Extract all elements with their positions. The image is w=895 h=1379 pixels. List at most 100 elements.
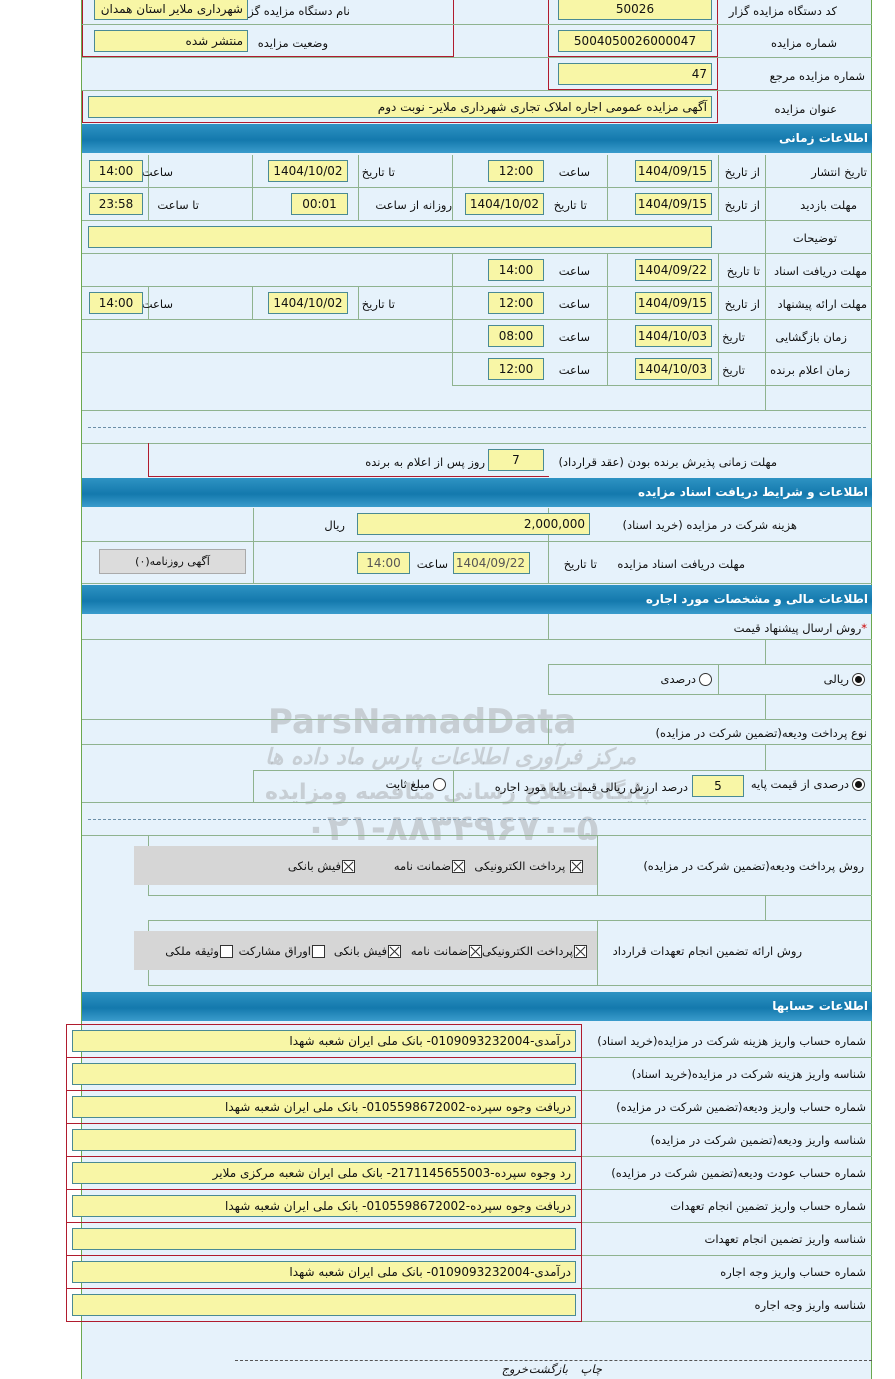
winner-label: زمان اعلام برنده: [770, 363, 850, 377]
title-label: عنوان مزایده: [774, 102, 837, 116]
deposit-percent-label: درصدی از قیمت پایه: [750, 777, 849, 791]
watermark-phone: ۰۲۱-۸۸۳۴۹۶۷۰-۵: [305, 808, 599, 849]
price-option-rial-radio[interactable]: [852, 673, 865, 686]
visit-from-date[interactable]: 1404/09/15: [635, 193, 712, 215]
visit-daily-to[interactable]: 23:58: [89, 193, 143, 215]
opening-time[interactable]: 08:00: [488, 325, 544, 347]
deposit-method-electronic: پرداخت الکترونیکی: [474, 858, 583, 874]
cell-border: [548, 0, 718, 57]
price-method-label: *روش ارسال پیشنهاد قیمت: [733, 621, 867, 635]
to-hour-label: تا ساعت: [157, 198, 199, 212]
newspaper-ad-button[interactable]: آگهی روزنامه(۰): [99, 549, 246, 574]
account-row-label: شماره حساب واریز هزینه شرکت در مزایده(خر…: [597, 1034, 866, 1048]
title-field[interactable]: آگهی مزایده عمومی اجاره املاک تجاری شهرد…: [88, 96, 712, 118]
checkbox-icon[interactable]: [452, 860, 465, 873]
accept-days-field[interactable]: 7: [488, 449, 544, 471]
account-row-field[interactable]: دریافت وجوه سپرده-0105598672002- بانک مل…: [72, 1096, 576, 1118]
separator: [88, 427, 866, 428]
docs-deadline-time: 14:00: [357, 552, 410, 574]
account-row-field[interactable]: درآمدی-0109093232004- بانک ملی ایران شعب…: [72, 1030, 576, 1052]
print-link[interactable]: چاپ: [580, 1362, 602, 1376]
opening-date[interactable]: 1404/10/03: [635, 325, 712, 347]
price-option-percent-label: درصدی: [660, 672, 696, 686]
docs-to-date[interactable]: 1404/09/22: [635, 259, 712, 281]
org-code-field[interactable]: 50026: [558, 0, 712, 20]
offer-from-date[interactable]: 1404/09/15: [635, 292, 712, 314]
checkbox-icon[interactable]: [469, 945, 482, 958]
account-row-field[interactable]: درآمدی-0109093232004- بانک ملی ایران شعب…: [72, 1261, 576, 1283]
publish-from-date[interactable]: 1404/09/15: [635, 160, 712, 182]
account-row-field[interactable]: [72, 1129, 576, 1151]
visit-daily-from[interactable]: 00:01: [291, 193, 348, 215]
guarantee-letter: ضمانت نامه: [411, 943, 482, 959]
cell-border: [148, 443, 549, 477]
hour-label: ساعت: [558, 330, 590, 344]
org-name-field[interactable]: شهرداری ملایر استان همدان: [94, 0, 248, 20]
account-row-field[interactable]: [72, 1228, 576, 1250]
date-label: تاریخ: [722, 330, 745, 344]
account-row-label: شماره حساب واریز وجه اجاره: [720, 1265, 866, 1279]
notes-field[interactable]: [88, 226, 712, 248]
offer-to-date[interactable]: 1404/10/02: [268, 292, 348, 314]
checkbox-icon[interactable]: [388, 945, 401, 958]
date-label: تاریخ: [722, 363, 745, 377]
fee-field[interactable]: 2,000,000: [357, 513, 590, 535]
publish-from-time[interactable]: 12:00: [488, 160, 544, 182]
to-date-label: تا تاریخ: [361, 165, 395, 179]
checkbox-icon[interactable]: [342, 860, 355, 873]
guarantee-bonds: اوراق مشارکت: [239, 943, 325, 959]
publish-label: تاریخ انتشار: [811, 165, 867, 179]
to-date-label: تا تاریخ: [563, 557, 597, 571]
to-date-label: تا تاریخ: [726, 264, 760, 278]
visit-to-date[interactable]: 1404/10/02: [465, 193, 544, 215]
deposit-percent-field[interactable]: 5: [692, 775, 744, 797]
checkbox-icon[interactable]: [574, 945, 587, 958]
cell-border: [82, 0, 454, 57]
from-date-label: از تاریخ: [724, 198, 760, 212]
account-row-field[interactable]: [72, 1294, 576, 1316]
guarantee-property: وثیقه ملکی: [165, 943, 233, 959]
publish-to-time[interactable]: 14:00: [89, 160, 143, 182]
offer-from-time[interactable]: 12:00: [488, 292, 544, 314]
checkbox-icon[interactable]: [220, 945, 233, 958]
back-link[interactable]: بازگشت: [528, 1362, 568, 1376]
auction-no-label: شماره مزایده: [771, 36, 837, 50]
guarantee-bank-receipt: فیش بانکی: [334, 943, 401, 959]
winner-date[interactable]: 1404/10/03: [635, 358, 712, 380]
deposit-percent-radio[interactable]: [852, 778, 865, 791]
deposit-fixed-label: مبلغ ثابت: [385, 777, 430, 791]
section-header-finance: اطلاعات مالی و مشخصات مورد اجاره: [82, 585, 872, 614]
guarantee-methods-group: پرداخت الکترونیکی ضمانت نامه فیش بانکی ا…: [134, 931, 597, 970]
section-header-accounts: اطلاعات حسابها: [82, 992, 872, 1021]
price-option-percent-radio[interactable]: [699, 673, 712, 686]
account-row-field[interactable]: [72, 1063, 576, 1085]
guarantee-electronic: پرداخت الکترونیکی: [482, 943, 587, 959]
checkbox-icon[interactable]: [312, 945, 325, 958]
deposit-fixed-radio[interactable]: [433, 778, 446, 791]
account-row-label: شناسه واریز ودیعه(تضمین شرکت در مزایده): [650, 1133, 866, 1147]
opening-label: زمان بازگشایی: [775, 330, 847, 344]
status-label: وضعیت مزایده: [257, 36, 328, 50]
winner-time[interactable]: 12:00: [488, 358, 544, 380]
ref-no-field[interactable]: 47: [558, 63, 712, 85]
to-date-label: تا تاریخ: [361, 297, 395, 311]
hour-label: ساعت: [141, 297, 173, 311]
deposit-methods-group: پرداخت الکترونیکی ضمانت نامه فیش بانکی: [134, 846, 597, 885]
offer-to-time[interactable]: 14:00: [89, 292, 143, 314]
publish-to-date[interactable]: 1404/10/02: [268, 160, 348, 182]
fee-label: هزینه شرکت در مزایده (خرید اسناد): [622, 518, 798, 532]
docs-to-time[interactable]: 14:00: [488, 259, 544, 281]
account-row-label: شناسه واریز وجه اجاره: [754, 1298, 866, 1312]
status-field[interactable]: منتشر شده: [94, 30, 248, 52]
account-row-field[interactable]: دریافت وجوه سپرده-0105598672002- بانک مل…: [72, 1195, 576, 1217]
checkbox-icon[interactable]: [570, 860, 583, 873]
account-row-label: شماره حساب واریز ودیعه(تضمین شرکت در مزا…: [616, 1100, 866, 1114]
deposit-percent-text: درصد ارزش ریالی قیمت پایه مورد اجاره: [494, 780, 688, 794]
hour-label: ساعت: [416, 557, 448, 571]
guarantee-label: روش ارائه تضمین انجام تعهدات قرارداد: [612, 944, 802, 958]
account-row-label: شناسه واریز هزینه شرکت در مزایده(خرید اس…: [631, 1067, 866, 1081]
auction-no-field[interactable]: 5004050026000047: [558, 30, 712, 52]
account-row-field[interactable]: رد وجوه سپرده-2171145655003- بانک ملی ای…: [72, 1162, 576, 1184]
footer-separator: [235, 1360, 872, 1361]
exit-link[interactable]: خروج: [501, 1362, 528, 1376]
